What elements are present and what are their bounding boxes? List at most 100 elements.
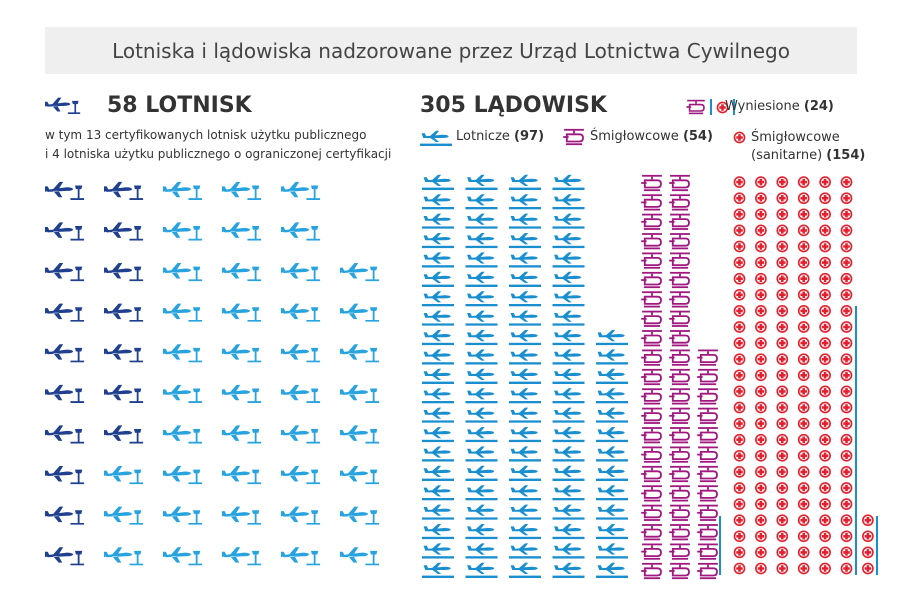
icon (509, 330, 541, 346)
icon (840, 224, 853, 237)
icon (755, 353, 767, 366)
icon (840, 208, 853, 221)
icon (552, 349, 585, 365)
icon (104, 344, 144, 363)
icon (797, 208, 810, 221)
icon (669, 368, 691, 386)
icon (819, 337, 831, 349)
icon (669, 523, 691, 542)
icon (669, 387, 691, 406)
icon (733, 353, 746, 366)
icon (422, 291, 454, 307)
legend-label: Wyniesione (725, 99, 800, 114)
icon (552, 330, 585, 346)
icon (641, 445, 663, 464)
icon (697, 445, 719, 464)
icon (840, 288, 853, 301)
icon (509, 446, 541, 462)
icon (509, 349, 541, 365)
icon (281, 263, 321, 282)
legend-label: Lotnicze (456, 129, 510, 144)
icon (465, 543, 498, 559)
icon (776, 449, 789, 462)
icon (509, 252, 541, 268)
icon (669, 503, 691, 522)
icon (281, 384, 321, 403)
icon (641, 387, 663, 406)
icon (281, 466, 321, 485)
icon (596, 465, 628, 481)
icon (733, 305, 746, 317)
icon (776, 417, 789, 430)
icon (552, 543, 585, 559)
icon (819, 482, 831, 494)
icon (669, 251, 691, 270)
icon (552, 271, 585, 287)
icon (552, 388, 585, 404)
icon (755, 305, 767, 317)
icon (840, 514, 853, 527)
icon (819, 498, 831, 510)
icon (163, 506, 203, 525)
icon (840, 256, 853, 269)
icon (819, 546, 831, 559)
icon (509, 291, 541, 307)
icon (163, 263, 203, 282)
icon (840, 401, 853, 414)
icon (596, 407, 628, 423)
icon (733, 466, 746, 478)
icon (840, 417, 853, 430)
icon (552, 562, 585, 578)
icon (552, 310, 585, 326)
icon (755, 562, 767, 575)
icon (420, 130, 452, 146)
icon (104, 425, 144, 444)
icon (465, 213, 498, 229)
icon (422, 310, 454, 326)
icon (641, 406, 663, 425)
icon (422, 330, 454, 346)
icon (840, 240, 853, 253)
icon (222, 547, 262, 566)
icon (552, 174, 585, 190)
icon (465, 504, 498, 520)
icon (552, 446, 585, 462)
icon (222, 344, 262, 363)
icon (840, 176, 853, 188)
icon (840, 321, 853, 333)
icon (465, 427, 498, 443)
icon (340, 303, 380, 322)
icon (552, 213, 585, 229)
icon (840, 546, 853, 559)
icon (669, 193, 691, 212)
icon (509, 543, 541, 559)
icon (819, 449, 831, 462)
icon (669, 271, 691, 289)
icon (669, 484, 691, 503)
icon (340, 344, 380, 363)
icon (641, 426, 663, 445)
icon (686, 99, 706, 115)
icon (840, 385, 853, 398)
icon (819, 562, 831, 575)
icon (733, 321, 746, 333)
icon (797, 466, 810, 478)
icon (819, 401, 831, 414)
icon (596, 485, 628, 501)
icon (641, 484, 663, 503)
icon (669, 309, 691, 328)
icon (776, 305, 789, 317)
icon (755, 369, 767, 382)
icon (669, 562, 691, 580)
icon (697, 348, 719, 367)
icon (509, 562, 541, 578)
icon (509, 368, 541, 384)
icon (45, 181, 85, 200)
icon (509, 233, 541, 249)
icon (697, 484, 719, 503)
elevated-bar (876, 516, 878, 575)
icon (797, 305, 810, 317)
icon (596, 388, 628, 404)
icon (819, 353, 831, 366)
icon (697, 503, 719, 522)
